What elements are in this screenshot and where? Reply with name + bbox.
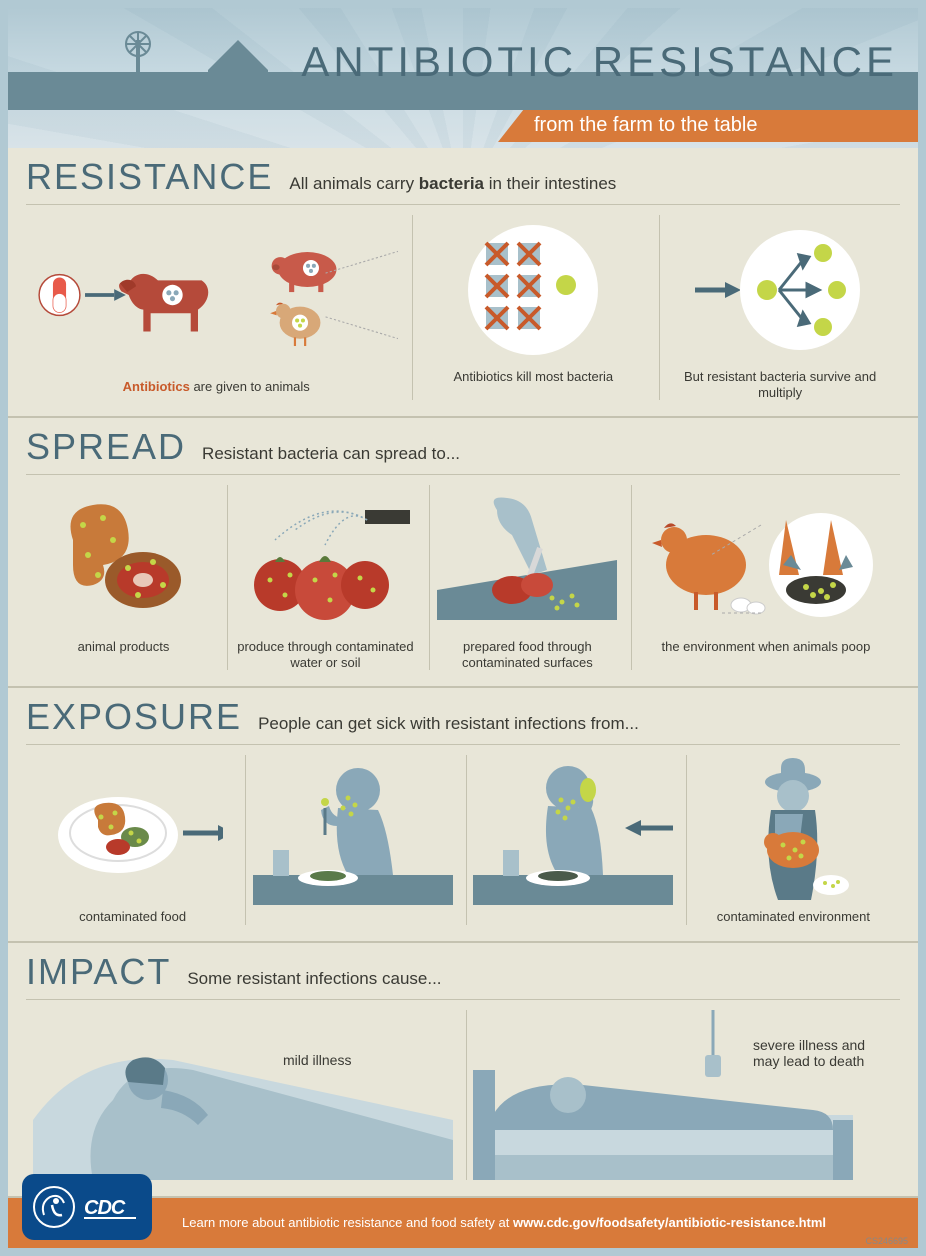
cutting-board-icon [437, 490, 617, 630]
panel-eating-1 [245, 755, 459, 925]
section-title-resistance: RESISTANCE [26, 156, 273, 198]
multiply-bacteria-icon [695, 215, 865, 365]
section-title-impact: IMPACT [26, 951, 171, 993]
section-resistance: RESISTANCE All animals carry bacteria in… [8, 148, 918, 418]
pill-animals-icon [34, 215, 398, 375]
panel-environment: the environment when animals poop [631, 485, 900, 670]
section-sub-exposure: People can get sick with resistant infec… [258, 714, 639, 734]
caption-antibiotics-given: Antibiotics are given to animals [34, 379, 398, 395]
meat-icon [43, 490, 203, 630]
plate-icon [43, 755, 223, 905]
caption-produce: produce through contaminated water or so… [234, 639, 417, 670]
document-code: CS246695 [865, 1236, 908, 1246]
section-spread: SPREAD Resistant bacteria can spread to.… [8, 418, 918, 688]
farm-silhouette-icon [108, 20, 308, 110]
panel-eating-2 [466, 755, 680, 925]
caption-environment: the environment when animals poop [638, 639, 894, 655]
caption-contaminated-environment: contaminated environment [693, 909, 894, 925]
panel-resistant-multiply: But resistant bacteria survive and multi… [659, 215, 900, 400]
caption-kill-bacteria: Antibiotics kill most bacteria [419, 369, 647, 385]
tomatoes-icon [235, 490, 415, 630]
caption-animal-products: animal products [32, 639, 215, 655]
section-impact: IMPACT Some resistant infections cause..… [8, 943, 918, 1198]
mild-illness-icon: mild illness [33, 1010, 453, 1180]
panel-contaminated-environment: contaminated environment [686, 755, 900, 925]
footer: CDC Learn more about antibiotic resistan… [8, 1198, 918, 1248]
panel-kill-bacteria: Antibiotics kill most bacteria [412, 215, 653, 400]
panel-prepared-food: prepared food through contaminated surfa… [429, 485, 625, 670]
subtitle: from the farm to the table [498, 110, 918, 142]
panel-antibiotics-given: Antibiotics are given to animals [26, 215, 406, 400]
person-eating-2-icon [473, 750, 673, 910]
panel-severe-illness: severe illness and may lead to death [466, 1010, 901, 1180]
section-exposure: EXPOSURE People can get sick with resist… [8, 688, 918, 943]
section-title-exposure: EXPOSURE [26, 696, 242, 738]
caption-severe-l1: severe illness and [753, 1037, 865, 1053]
svg-text:CDC: CDC [84, 1197, 126, 1219]
panel-animal-products: animal products [26, 485, 221, 670]
kill-bacteria-icon [458, 215, 608, 365]
cdc-logo-badge: CDC [22, 1174, 152, 1240]
caption-prepared-food: prepared food through contaminated surfa… [436, 639, 619, 670]
section-sub-impact: Some resistant infections cause... [187, 969, 441, 989]
caption-mild: mild illness [283, 1052, 351, 1068]
chicken-poop-icon [646, 490, 886, 630]
footer-text: Learn more about antibiotic resistance a… [182, 1215, 826, 1230]
caption-resistant-multiply: But resistant bacteria survive and multi… [666, 369, 894, 400]
farmer-icon [703, 750, 883, 910]
cdc-logo-icon: CDC [84, 1192, 142, 1222]
caption-severe-l2: may lead to death [753, 1053, 864, 1069]
hhs-logo-icon [32, 1185, 76, 1229]
panel-produce: produce through contaminated water or so… [227, 485, 423, 670]
panel-mild-illness: mild illness [26, 1010, 460, 1180]
section-sub-resistance: All animals carry bacteria in their inte… [289, 174, 616, 194]
section-sub-spread: Resistant bacteria can spread to... [202, 444, 460, 464]
person-eating-icon [253, 750, 453, 910]
panel-contaminated-food: contaminated food [26, 755, 239, 925]
severe-illness-icon: severe illness and may lead to death [473, 1010, 893, 1180]
caption-contaminated-food: contaminated food [32, 909, 233, 925]
main-title: ANTIBIOTIC RESISTANCE [301, 38, 898, 86]
header: ANTIBIOTIC RESISTANCE from the farm to t… [8, 8, 918, 148]
section-title-spread: SPREAD [26, 426, 186, 468]
